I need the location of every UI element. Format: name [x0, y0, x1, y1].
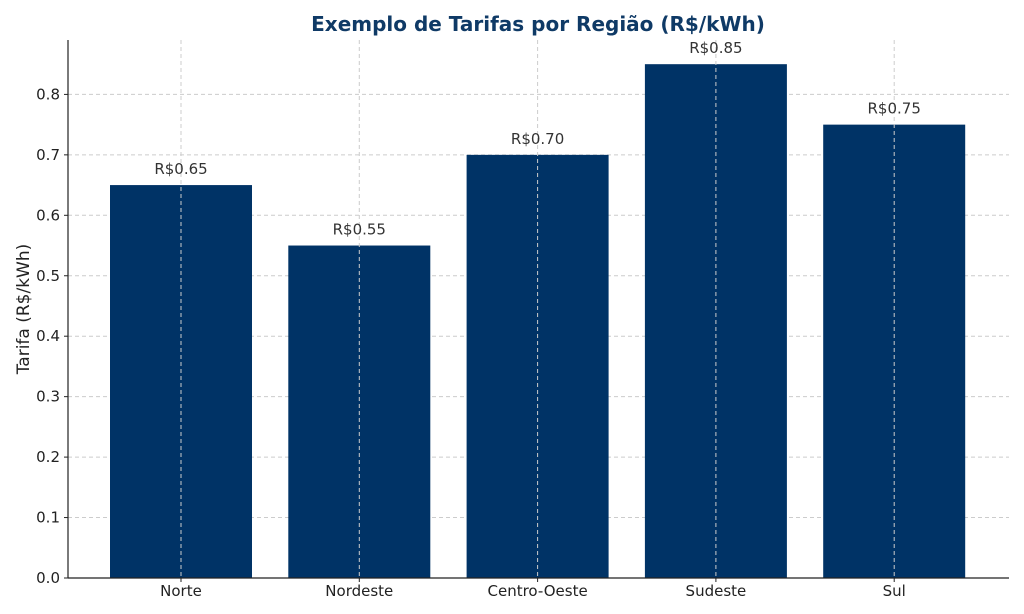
data-label-sul: R$0.75: [868, 100, 921, 118]
chart-title: Exemplo de Tarifas por Região (R$/kWh): [311, 12, 765, 36]
y-tick-label-6: 0.6: [36, 206, 60, 224]
y-tick-label-0: 0.0: [36, 569, 60, 587]
x-tick-label-sudeste: Sudeste: [686, 582, 747, 600]
y-tick-label-1: 0.1: [36, 509, 60, 527]
data-label-centro-oeste: R$0.70: [511, 130, 564, 148]
x-tick-label-norte: Norte: [160, 582, 202, 600]
data-label-sudeste: R$0.85: [689, 39, 742, 57]
y-tick-label-3: 0.3: [36, 388, 60, 406]
labels: 0.0 0.1 0.2 0.3 0.4 0.5 0.6 0.7 0.8 Norte Nordeste…: [36, 39, 921, 600]
x-tick-label-nordeste: Nordeste: [325, 582, 393, 600]
y-tick-label-5: 0.5: [36, 267, 60, 285]
x-tick-label-centro-oeste: Centro-Oeste: [488, 582, 588, 600]
y-tick-label-7: 0.7: [36, 146, 60, 164]
y-tick-label-2: 0.2: [36, 448, 60, 466]
y-axis-label: Tarifa (R$/kWh): [14, 244, 34, 376]
x-tick-label-sul: Sul: [883, 582, 906, 600]
axes: [64, 40, 1009, 582]
data-label-norte: R$0.65: [154, 160, 207, 178]
y-tick-label-8: 0.8: [36, 85, 60, 103]
y-tick-label-4: 0.4: [36, 327, 60, 345]
data-label-nordeste: R$0.55: [333, 221, 386, 239]
